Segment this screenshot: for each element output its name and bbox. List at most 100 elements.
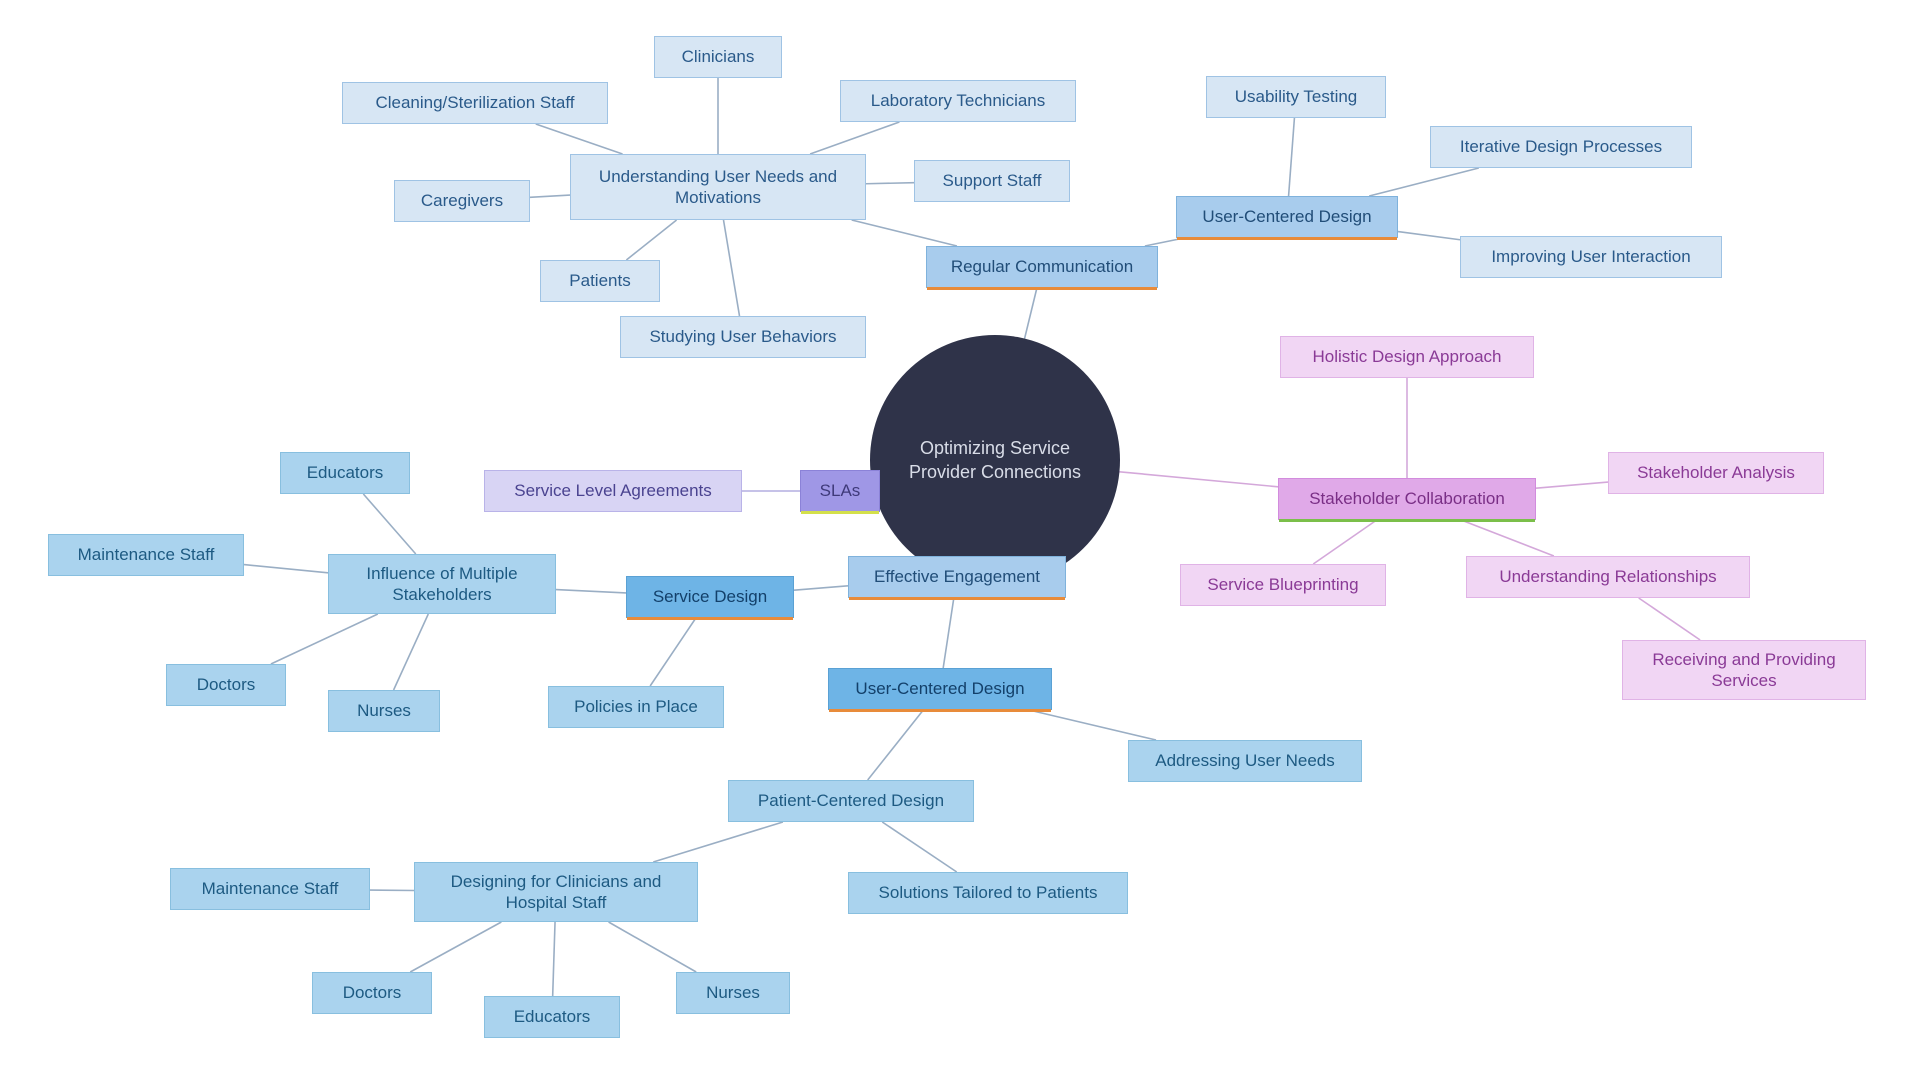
edge	[866, 183, 914, 184]
node-ucd_bot: User-Centered Design	[828, 668, 1052, 710]
node-label: Cleaning/Sterilization Staff	[375, 92, 574, 113]
edge	[1119, 472, 1278, 487]
edge	[363, 494, 415, 554]
node-clean_staff: Cleaning/Sterilization Staff	[342, 82, 608, 124]
node-label: Understanding Relationships	[1499, 566, 1716, 587]
node-label: User-Centered Design	[855, 678, 1024, 699]
node-educators1: Educators	[280, 452, 410, 494]
node-reg_comm: Regular Communication	[926, 246, 1158, 288]
node-label: Studying User Behaviors	[649, 326, 836, 347]
node-stake_anal: Stakeholder Analysis	[1608, 452, 1824, 494]
node-label: Policies in Place	[574, 696, 698, 717]
edge	[653, 822, 783, 862]
center-node: Optimizing Service Provider Connections	[870, 335, 1120, 585]
edge	[394, 614, 429, 690]
node-educators2: Educators	[484, 996, 620, 1038]
node-usability: Usability Testing	[1206, 76, 1386, 118]
edge	[1289, 118, 1295, 196]
node-label: Doctors	[343, 982, 402, 1003]
node-label: Caregivers	[421, 190, 503, 211]
node-label: Maintenance Staff	[78, 544, 215, 565]
node-label: Regular Communication	[951, 256, 1133, 277]
node-sla_full: Service Level Agreements	[484, 470, 742, 512]
node-design_clin: Designing for Clinicians and Hospital St…	[414, 862, 698, 922]
node-label: Receiving and Providing Services	[1652, 649, 1835, 692]
node-label: Laboratory Technicians	[871, 90, 1046, 111]
node-slas: SLAs	[800, 470, 880, 512]
node-label: Effective Engagement	[874, 566, 1040, 587]
edge	[868, 710, 924, 780]
node-recv_prov: Receiving and Providing Services	[1622, 640, 1866, 700]
edge	[1369, 168, 1479, 196]
node-label: Influence of Multiple Stakeholders	[366, 563, 517, 606]
edge	[724, 220, 740, 316]
node-underline	[1177, 237, 1397, 240]
node-doctors2: Doctors	[312, 972, 432, 1014]
node-label: Service Level Agreements	[514, 480, 712, 501]
node-und_rel: Understanding Relationships	[1466, 556, 1750, 598]
node-label: Nurses	[357, 700, 411, 721]
edge	[530, 195, 570, 197]
node-doctors1: Doctors	[166, 664, 286, 706]
node-clinicians: Clinicians	[654, 36, 782, 78]
node-lab_tech: Laboratory Technicians	[840, 80, 1076, 122]
node-label: Educators	[514, 1006, 591, 1027]
node-underline	[801, 511, 879, 514]
node-maint1: Maintenance Staff	[48, 534, 244, 576]
node-label: Stakeholder Analysis	[1637, 462, 1795, 483]
node-svc_design: Service Design	[626, 576, 794, 618]
node-label: Improving User Interaction	[1491, 246, 1690, 267]
node-label: Understanding User Needs and Motivations	[599, 166, 837, 209]
node-label: User-Centered Design	[1202, 206, 1371, 227]
edge	[553, 922, 555, 996]
node-underline	[829, 709, 1051, 712]
node-support_staff: Support Staff	[914, 160, 1070, 202]
node-underline	[849, 597, 1065, 600]
node-eff_eng: Effective Engagement	[848, 556, 1066, 598]
node-holistic: Holistic Design Approach	[1280, 336, 1534, 378]
node-und_needs: Understanding User Needs and Motivations	[570, 154, 866, 220]
node-tailored: Solutions Tailored to Patients	[848, 872, 1128, 914]
node-underline	[927, 287, 1157, 290]
edge	[1025, 288, 1037, 339]
node-label: Maintenance Staff	[202, 878, 339, 899]
node-underline	[627, 617, 793, 620]
node-study_beh: Studying User Behaviors	[620, 316, 866, 358]
node-label: Service Design	[653, 586, 767, 607]
center-label: Optimizing Service Provider Connections	[890, 436, 1100, 485]
node-addr_needs: Addressing User Needs	[1128, 740, 1362, 782]
node-label: Nurses	[706, 982, 760, 1003]
node-nurses2: Nurses	[676, 972, 790, 1014]
node-label: Educators	[307, 462, 384, 483]
node-label: SLAs	[820, 480, 861, 501]
edge	[1029, 710, 1156, 740]
edge	[1536, 482, 1608, 488]
edge	[943, 598, 954, 668]
edge	[810, 122, 899, 154]
node-improve_int: Improving User Interaction	[1460, 236, 1722, 278]
edge	[536, 124, 623, 154]
node-label: Holistic Design Approach	[1313, 346, 1502, 367]
edge	[1461, 520, 1554, 556]
node-caregivers: Caregivers	[394, 180, 530, 222]
node-label: Solutions Tailored to Patients	[879, 882, 1098, 903]
edge	[794, 586, 848, 590]
node-nurses1: Nurses	[328, 690, 440, 732]
node-label: Patient-Centered Design	[758, 790, 944, 811]
edge	[609, 922, 697, 972]
edge	[852, 220, 957, 246]
node-pcd: Patient-Centered Design	[728, 780, 974, 822]
node-maint2: Maintenance Staff	[170, 868, 370, 910]
node-label: Service Blueprinting	[1207, 574, 1358, 595]
node-policies: Policies in Place	[548, 686, 724, 728]
edge	[882, 822, 956, 872]
node-infl_stake: Influence of Multiple Stakeholders	[328, 554, 556, 614]
edge	[244, 565, 328, 573]
node-label: Clinicians	[682, 46, 755, 67]
node-label: Stakeholder Collaboration	[1309, 488, 1505, 509]
node-label: Patients	[569, 270, 630, 291]
node-iterative: Iterative Design Processes	[1430, 126, 1692, 168]
node-label: Addressing User Needs	[1155, 750, 1335, 771]
edge	[650, 618, 696, 686]
node-label: Usability Testing	[1235, 86, 1358, 107]
